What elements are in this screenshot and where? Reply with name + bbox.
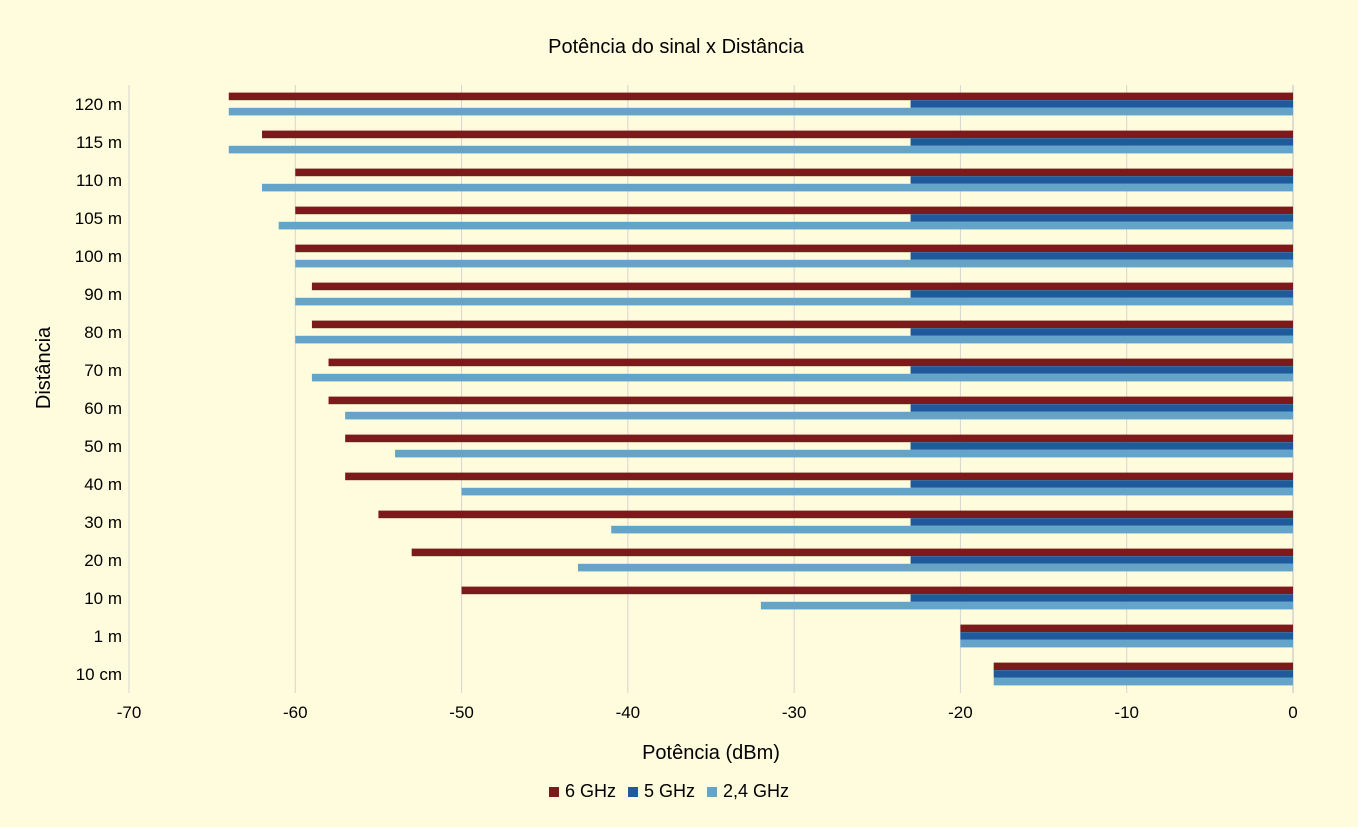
bar xyxy=(262,130,1293,139)
legend-label: 2,4 GHz xyxy=(723,781,789,801)
y-tick-label: 70 m xyxy=(84,361,122,380)
bar xyxy=(461,487,1294,496)
x-tick-label: 0 xyxy=(1288,703,1297,722)
bar xyxy=(993,670,1293,678)
bar xyxy=(611,525,1293,534)
y-tick-label: 10 cm xyxy=(76,665,122,684)
bar xyxy=(910,480,1293,488)
legend-label: 6 GHz xyxy=(565,781,616,801)
bar xyxy=(411,548,1294,557)
bar xyxy=(760,601,1293,610)
legend-swatch xyxy=(707,787,718,797)
bar xyxy=(910,328,1293,336)
y-tick-label: 80 m xyxy=(84,323,122,342)
bar xyxy=(228,145,1293,154)
bar xyxy=(345,472,1294,481)
bar xyxy=(328,358,1293,367)
x-tick-label: -10 xyxy=(1114,703,1139,722)
x-tick-label: -30 xyxy=(782,703,807,722)
x-tick-label: -50 xyxy=(449,703,474,722)
bar xyxy=(910,100,1293,108)
bar xyxy=(993,677,1293,686)
y-tick-label: 100 m xyxy=(75,247,122,266)
bar xyxy=(228,107,1293,116)
bar xyxy=(993,662,1293,671)
x-tick-label: -40 xyxy=(616,703,641,722)
y-axis-ticks: 10 cm 1 m 10 m 20 m 30 m 40 m 50 m 60 m 70 m 80 m… xyxy=(75,95,122,684)
bar xyxy=(295,335,1293,344)
x-axis-title: Potência (dBm) xyxy=(642,742,780,764)
y-tick-label: 120 m xyxy=(75,95,122,114)
bar xyxy=(378,510,1293,519)
bar xyxy=(345,434,1294,443)
x-tick-label: -70 xyxy=(117,703,142,722)
bar xyxy=(345,411,1294,420)
bar xyxy=(910,176,1293,184)
bar xyxy=(295,259,1293,268)
legend: 6 GHz 5 GHz 2,4 GHz xyxy=(549,781,789,801)
x-tick-label: -20 xyxy=(948,703,973,722)
y-tick-label: 60 m xyxy=(84,399,122,418)
bar xyxy=(278,221,1294,230)
bar xyxy=(577,563,1293,572)
y-tick-label: 90 m xyxy=(84,285,122,304)
y-tick-label: 105 m xyxy=(75,209,122,228)
x-axis-ticks: -70 -60 -50 -40 -30 -20 -10 0 xyxy=(117,703,1298,722)
bar xyxy=(311,282,1293,291)
bar xyxy=(295,206,1293,215)
bar xyxy=(910,518,1293,526)
y-tick-label: 115 m xyxy=(76,133,122,152)
y-tick-label: 110 m xyxy=(76,171,122,190)
bar xyxy=(960,624,1293,633)
y-tick-label: 1 m xyxy=(94,627,122,646)
bar xyxy=(910,366,1293,374)
bar xyxy=(461,586,1294,595)
bar xyxy=(960,632,1293,640)
bar xyxy=(262,183,1293,192)
y-axis-title: Distância xyxy=(33,326,55,409)
bar xyxy=(295,168,1293,177)
y-tick-label: 40 m xyxy=(84,475,122,494)
bar xyxy=(960,639,1293,648)
bar xyxy=(910,214,1293,222)
chart-title: Potência do sinal x Distância xyxy=(548,36,805,58)
bar xyxy=(910,442,1293,450)
y-tick-label: 10 m xyxy=(84,589,122,608)
y-tick-label: 50 m xyxy=(84,437,122,456)
y-tick-label: 30 m xyxy=(84,513,122,532)
bars xyxy=(228,92,1294,686)
x-tick-label: -60 xyxy=(283,703,308,722)
bar xyxy=(328,396,1293,405)
bar xyxy=(311,373,1293,382)
bar xyxy=(295,297,1293,306)
bar xyxy=(395,449,1293,458)
legend-swatch xyxy=(549,787,559,797)
bar xyxy=(910,138,1293,146)
bar xyxy=(910,252,1293,260)
bar xyxy=(910,290,1293,298)
bar xyxy=(295,244,1293,253)
legend-swatch xyxy=(628,787,639,797)
y-tick-label: 20 m xyxy=(84,551,122,570)
legend-label: 5 GHz xyxy=(644,781,695,801)
bar xyxy=(910,556,1293,564)
bar xyxy=(311,320,1293,329)
bar xyxy=(910,594,1293,602)
bar xyxy=(228,92,1293,101)
bar xyxy=(910,404,1293,412)
